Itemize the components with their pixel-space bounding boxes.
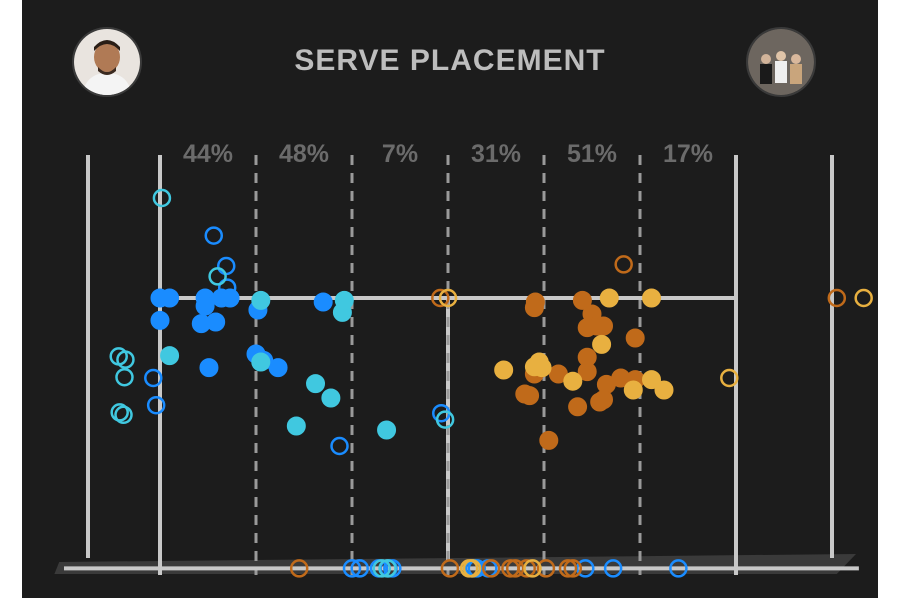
serve-point-fault	[372, 559, 392, 578]
serve-point	[592, 334, 612, 354]
zone-percentage-label: 31%	[470, 140, 522, 168]
serve-point-fault	[204, 226, 224, 245]
zone-percentage-label: 51%	[566, 140, 618, 168]
serve-point-fault	[114, 405, 133, 425]
serve-point	[520, 386, 540, 406]
serve-point	[524, 298, 544, 318]
serve-point	[377, 420, 397, 440]
serve-point	[599, 288, 619, 308]
player-avatar-left[interactable]	[72, 27, 142, 97]
serve-point	[594, 316, 614, 336]
serve-point-fault	[523, 559, 542, 578]
serve-point-fault	[116, 350, 135, 369]
serve-point	[306, 374, 326, 394]
serve-point	[195, 296, 215, 316]
serve-point-fault	[669, 559, 688, 578]
serve-point	[625, 328, 645, 348]
serve-point	[577, 318, 597, 338]
chart-title: SERVE PLACEMENT	[294, 44, 606, 77]
serve-point	[251, 290, 271, 310]
zone-percentage-label: 17%	[662, 140, 714, 168]
serve-point-fault	[335, 291, 354, 310]
serve-point-fault	[216, 256, 236, 276]
serve-point	[160, 288, 180, 308]
serve-point	[577, 362, 597, 382]
serve-point-fault	[614, 255, 633, 274]
serve-point	[251, 352, 271, 372]
serve-point	[642, 370, 662, 390]
serve-point	[563, 371, 583, 391]
serve-point	[286, 416, 306, 436]
court-chart	[54, 155, 873, 578]
serve-point	[590, 392, 610, 412]
zone-percentage-label: 44%	[182, 140, 234, 168]
court-lines	[54, 155, 859, 575]
serve-point	[572, 290, 592, 310]
serve-point-fault	[217, 278, 237, 297]
serve-placement-panel: SERVE PLACEMENT 44% 48% 7% 31% 51% 17%	[22, 0, 878, 598]
serve-point-fault	[144, 368, 163, 388]
team-photo-icon	[748, 29, 814, 95]
serve-point-fault	[854, 288, 873, 308]
serve-point-fault	[440, 559, 460, 578]
serve-point-fault	[827, 288, 847, 308]
serve-point-fault	[505, 559, 525, 578]
serve-point-fault	[350, 559, 369, 578]
zone-percentage-label: 7%	[381, 140, 419, 168]
serve-point	[568, 397, 588, 417]
serve-point	[220, 288, 240, 308]
serve-point-fault	[481, 559, 501, 578]
serve-point	[539, 430, 559, 450]
serve-point-fault	[536, 559, 556, 578]
player-photo-icon	[74, 29, 140, 95]
serve-point	[524, 357, 544, 377]
serve-point-fault	[152, 188, 172, 208]
serve-point-fault	[720, 368, 739, 388]
serve-point-fault	[146, 395, 166, 415]
serve-point-fault	[438, 288, 458, 308]
serve-point-fault	[115, 367, 134, 387]
serve-point	[623, 380, 643, 400]
serve-point-fault	[378, 559, 397, 578]
serve-point-fault	[431, 288, 450, 308]
serve-point	[494, 360, 514, 380]
serve-point-fault	[563, 559, 583, 578]
serve-point	[150, 310, 170, 330]
serve-point-fault	[289, 559, 309, 578]
serve-point	[654, 380, 674, 400]
serve-point-fault	[517, 559, 536, 578]
serve-point	[313, 292, 333, 312]
serve-point-fault	[462, 559, 482, 578]
serve-point	[642, 288, 662, 308]
serve-point-fault	[603, 559, 623, 578]
serve-point-fault	[576, 559, 595, 578]
serve-point-fault	[467, 559, 487, 578]
serve-points	[109, 188, 873, 578]
serve-point	[268, 358, 288, 378]
serve-point	[199, 358, 219, 378]
serve-point-fault	[330, 436, 349, 456]
serve-point-fault	[435, 410, 455, 429]
serve-point-fault	[558, 559, 578, 578]
serve-point-fault	[383, 559, 402, 578]
serve-point-fault	[208, 267, 227, 286]
serve-point	[321, 388, 341, 408]
serve-point	[191, 314, 211, 334]
zone-percentage-label: 48%	[278, 140, 330, 168]
serve-point	[160, 346, 180, 366]
player-avatar-right[interactable]	[746, 27, 816, 97]
serve-point-fault	[342, 559, 362, 578]
